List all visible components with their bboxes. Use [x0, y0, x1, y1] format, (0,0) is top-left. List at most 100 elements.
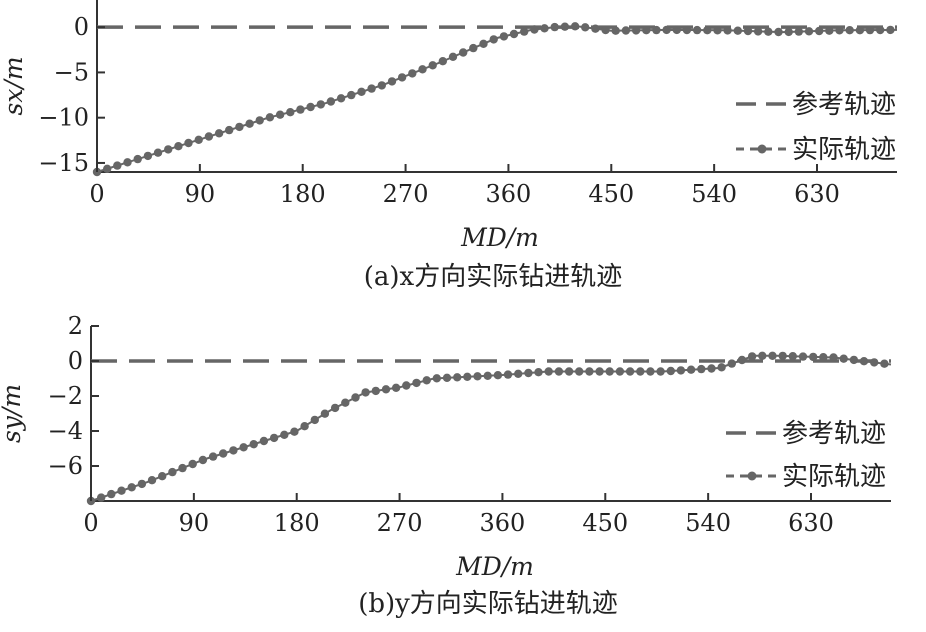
actual-point-y [320, 409, 330, 418]
actual-point-y [585, 367, 594, 376]
actual-point-y [758, 351, 767, 360]
actual-point-x [113, 161, 122, 170]
legend-actual-label-y: 实际轨迹 [782, 462, 886, 492]
x-tick-label-y: 0 [83, 509, 98, 537]
actual-line-x [96, 25, 898, 173]
x-tick-label-x: 90 [185, 180, 216, 208]
actual-point-y [269, 433, 279, 443]
actual-point-x [225, 125, 234, 135]
actual-point-y [453, 373, 462, 382]
actual-point-x [703, 26, 712, 35]
actual-point-x [286, 108, 295, 117]
actual-point-y [636, 367, 645, 376]
actual-point-y [219, 449, 228, 458]
actual-point-x [418, 65, 427, 74]
actual-point-y [158, 472, 167, 481]
plot-area-x [92, 0, 898, 177]
actual-point-x [631, 26, 641, 35]
legend-actual-label-x: 实际轨迹 [792, 135, 896, 165]
actual-point-x [214, 129, 224, 138]
actual-point-y [442, 373, 452, 382]
x-tick-label-y: 180 [274, 509, 320, 537]
actual-point-x [682, 25, 692, 35]
actual-point-x [245, 119, 254, 128]
actual-point-y [595, 367, 604, 376]
actual-point-y [493, 371, 503, 380]
actual-point-x [133, 154, 142, 164]
actual-point-x [387, 77, 397, 86]
actual-point-x [713, 26, 722, 35]
actual-point-y [554, 367, 564, 376]
actual-point-x [570, 22, 580, 31]
x-tick-label-x: 630 [794, 180, 840, 208]
actual-point-y [575, 367, 584, 376]
y-tick-label-y: −2 [48, 382, 83, 410]
legend-actual-swatch-y [726, 471, 778, 481]
x-ticks-x: 0 90 180 270 360 450 540 630 [89, 164, 840, 208]
actual-point-y [259, 436, 269, 446]
actual-point-x [835, 26, 844, 35]
actual-point-x [520, 27, 529, 36]
actual-point-x [347, 90, 356, 100]
actual-point-y [544, 367, 553, 376]
x-ticks-y: 0 90 180 270 360 450 540 630 [83, 493, 834, 537]
y-tick-label-y: 2 [68, 312, 83, 340]
actual-point-x [469, 43, 478, 53]
actual-point-x [662, 25, 671, 35]
actual-point-y [432, 374, 441, 383]
actual-point-y [768, 351, 777, 360]
actual-point-y [97, 493, 106, 502]
actual-point-y [137, 479, 147, 489]
actual-point-y [290, 427, 299, 436]
actual-point-y [188, 459, 197, 469]
legend-actual-swatch-x [736, 144, 788, 154]
actual-point-y [127, 483, 136, 492]
actual-point-y [819, 353, 828, 362]
y-ticks-x: 0 −5 −10 −15 [38, 13, 105, 177]
x-tick-label-y: 360 [480, 509, 526, 537]
actual-point-y [605, 367, 614, 376]
actual-point-y [483, 371, 492, 380]
actual-point-x [692, 25, 702, 35]
x-tick-label-y: 90 [179, 509, 210, 537]
plot-area-y [86, 326, 892, 506]
actual-point-y [391, 383, 401, 392]
actual-point-x [845, 26, 854, 35]
actual-point-x [774, 27, 783, 37]
actual-point-y [178, 463, 187, 473]
actual-point-y [147, 476, 157, 485]
actual-point-y [615, 367, 625, 376]
actual-point-y [422, 376, 431, 385]
actual-point-x [143, 151, 153, 161]
y-tick-label-y: −4 [48, 417, 83, 445]
actual-point-y [463, 372, 472, 381]
caption-x: (a)x方向实际钻进轨迹 [364, 262, 622, 292]
actual-point-y [727, 359, 736, 368]
actual-point-y [310, 415, 319, 425]
actual-point-x [642, 26, 651, 35]
actual-point-x [591, 24, 600, 33]
actual-point-x [336, 94, 346, 103]
actual-point-y [514, 369, 523, 378]
legend-reference-label-y: 参考轨迹 [782, 419, 886, 449]
actual-point-x [723, 26, 732, 35]
actual-point-y [697, 364, 706, 374]
actual-point-x [326, 97, 336, 106]
actual-point-x [367, 84, 376, 93]
actual-point-y [666, 366, 675, 376]
actual-point-x [530, 25, 539, 34]
actual-point-y [788, 352, 797, 361]
x-tick-label-x: 0 [89, 180, 104, 208]
actual-point-y [381, 385, 391, 394]
actual-point-x [153, 148, 163, 157]
caption-y: (b)y方向实际钻进轨迹 [358, 589, 618, 619]
actual-point-x [194, 135, 203, 144]
actual-point-y [839, 354, 848, 363]
actual-point-x [876, 25, 885, 35]
actual-point-x [428, 61, 437, 70]
actual-point-x [865, 25, 875, 35]
actual-point-x [784, 27, 793, 37]
legend-x: 参考轨迹 实际轨迹 [736, 90, 896, 165]
y-tick-label-y: −6 [48, 452, 83, 480]
